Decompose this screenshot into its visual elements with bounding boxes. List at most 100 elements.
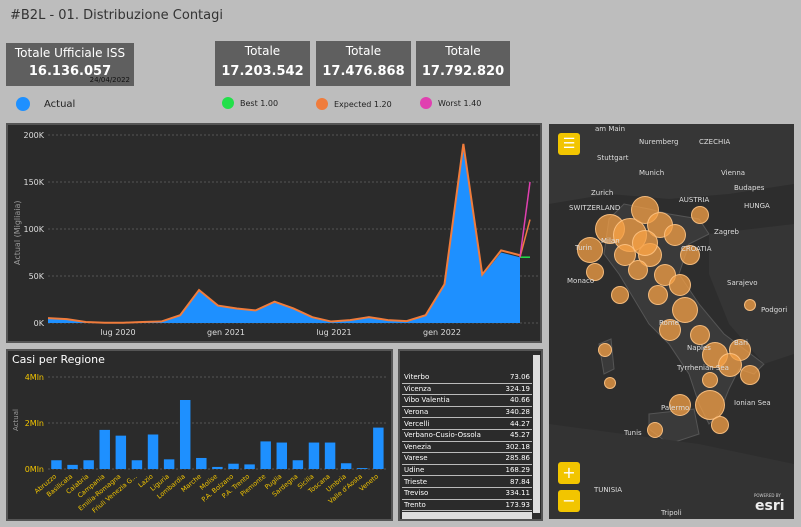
legend-best[interactable]: Best 1.00	[222, 97, 278, 109]
table-row[interactable]: Udine 168.29	[402, 464, 532, 477]
map-bubble[interactable]	[740, 365, 760, 385]
table-row[interactable]: Viterbo 73.06	[402, 372, 532, 384]
map-label: Bari	[734, 339, 748, 347]
province-name: Vercelli	[402, 417, 499, 430]
region-bar[interactable]	[292, 460, 304, 469]
map-bubble[interactable]	[680, 245, 700, 265]
trend-projection-expected	[519, 219, 531, 258]
province-name: Verona	[402, 406, 499, 419]
map-bubble[interactable]	[702, 372, 718, 388]
map-label: HUNGA	[744, 202, 770, 210]
map-menu-button[interactable]: ☰	[558, 133, 580, 155]
zoom-in-button[interactable]: +	[558, 462, 580, 484]
legend-label: Expected 1.20	[334, 99, 392, 109]
map-bubble[interactable]	[577, 237, 603, 263]
region-bar[interactable]	[324, 442, 336, 469]
map-bubble[interactable]	[586, 263, 604, 281]
region-bar[interactable]	[373, 427, 384, 469]
map-bubble[interactable]	[690, 325, 710, 345]
trend-chart[interactable]: 200K 150K 100K 50K 0K lug 2020 gen 2021 lug 20…	[8, 125, 540, 341]
map-label: Turin	[575, 244, 592, 252]
map-bubble[interactable]	[669, 274, 691, 296]
region-bar[interactable]	[147, 434, 159, 470]
table-row[interactable]: Trieste 87.84	[402, 475, 532, 488]
table-row[interactable]: Vercelli 44.27	[402, 417, 532, 430]
trend-x-tick: lug 2020	[100, 328, 135, 337]
region-bar[interactable]	[340, 463, 352, 469]
legend-actual[interactable]: Actual	[16, 97, 75, 111]
region-bar[interactable]	[115, 435, 127, 469]
map-bubble[interactable]	[648, 285, 668, 305]
table-row[interactable]: Vibo Valentia 40.66	[402, 394, 532, 407]
region-bar[interactable]	[357, 468, 368, 469]
table-row[interactable]: Verona 340.28	[402, 406, 532, 419]
legend-worst[interactable]: Worst 1.40	[420, 97, 481, 109]
region-bar[interactable]	[99, 429, 110, 469]
map-label: Munich	[639, 169, 665, 177]
page-title: #B2L - 01. Distribuzione Contagi	[10, 8, 223, 23]
table-hscrollbar[interactable]	[402, 512, 532, 519]
map-bubble[interactable]	[718, 353, 742, 377]
table-row[interactable]: Vicenza 324.19	[402, 383, 532, 396]
region-bar[interactable]	[83, 460, 94, 469]
map-bubble[interactable]	[628, 260, 648, 280]
legend-dot-best	[222, 97, 234, 109]
esri-logo: esri	[755, 498, 785, 514]
map-bubble[interactable]	[659, 319, 681, 341]
map-bubble[interactable]	[695, 390, 725, 420]
legend-label: Actual	[44, 98, 76, 110]
region-chart-panel: Casi per Regione 4Mln 2Mln 0Mln Abruzzo Bas…	[6, 349, 393, 521]
region-bar[interactable]	[179, 400, 191, 469]
map-label: Nuremberg	[639, 138, 679, 146]
province-name: Viterbo	[402, 372, 499, 384]
kpi-label: Totale	[244, 44, 281, 58]
region-bar[interactable]	[260, 441, 271, 469]
region-bar[interactable]	[196, 457, 207, 469]
province-name: Udine	[402, 464, 499, 477]
table-row[interactable]: Treviso 334.11	[402, 487, 532, 500]
trend-chart-panel: 200K 150K 100K 50K 0K lug 2020 gen 2021 lug 20…	[6, 123, 542, 343]
map-bubble[interactable]	[669, 394, 691, 416]
table-row[interactable]: Venezia 302.18	[402, 441, 532, 454]
region-bar[interactable]	[212, 466, 223, 469]
map-bubble[interactable]	[672, 297, 698, 323]
map-bubble[interactable]	[711, 416, 729, 434]
map-bubble[interactable]	[664, 224, 686, 246]
province-value: 324.19	[498, 383, 532, 396]
map-bubble[interactable]	[604, 377, 616, 389]
map-label: CZECHIA	[699, 138, 731, 146]
map-bubble[interactable]	[632, 230, 658, 256]
region-bar[interactable]	[276, 442, 288, 469]
kpi-total-expected: Totale 17.476.868	[316, 41, 411, 86]
table-row[interactable]: Trento 173.93	[402, 499, 532, 512]
table-row[interactable]: Verbano-Cusio-Ossola 45.27	[402, 429, 532, 442]
map-bubble[interactable]	[691, 206, 709, 224]
map-bubble[interactable]	[611, 286, 629, 304]
map-label: Ionian Sea	[734, 399, 771, 407]
region-bar[interactable]	[51, 460, 62, 469]
map-bubble[interactable]	[744, 299, 756, 311]
map-bubble[interactable]	[647, 422, 663, 438]
table-scrollbar[interactable]	[533, 355, 540, 513]
map-label: Stuttgart	[597, 154, 629, 162]
province-name: Vicenza	[402, 383, 499, 396]
legend-label: Best 1.00	[240, 98, 279, 108]
region-bar[interactable]	[131, 460, 143, 469]
map-bubble[interactable]	[614, 244, 636, 266]
esri-attribution-small: POWERED BY	[754, 493, 781, 498]
region-bar[interactable]	[244, 464, 255, 469]
region-chart-title: Casi per Regione	[12, 353, 105, 366]
legend-dot-worst	[420, 97, 432, 109]
zoom-out-button[interactable]: −	[558, 490, 580, 512]
trend-y-tick: 100K	[23, 225, 44, 234]
table-row[interactable]: Varese 285.86	[402, 452, 532, 465]
map-bubble[interactable]	[598, 343, 612, 357]
italy-map[interactable]: am Main Nuremberg CZECHIA Stuttgart Munich Vi…	[549, 124, 794, 519]
region-bar[interactable]	[67, 464, 78, 469]
kpi-label: Totale	[345, 44, 382, 58]
legend-expected[interactable]: Expected 1.20	[316, 98, 392, 110]
region-bar[interactable]	[308, 442, 320, 469]
region-bar[interactable]	[163, 459, 175, 469]
region-bar[interactable]	[228, 463, 239, 469]
